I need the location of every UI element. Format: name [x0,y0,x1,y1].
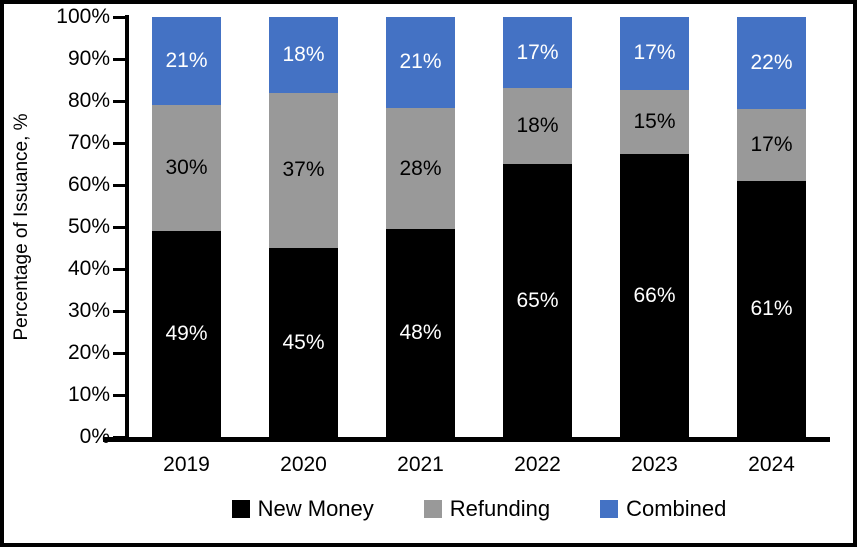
legend-swatch-icon [231,500,250,518]
bar-value-label: 15% [633,109,676,133]
y-tick-label: 30% [67,299,110,322]
y-tick-label: 70% [67,131,110,154]
y-tick-label: 20% [67,341,110,364]
bar-segment-2021-combined: 21% [386,17,455,108]
x-category-label: 2024 [748,453,795,476]
x-category-label: 2023 [631,453,678,476]
bar-segment-2023-combined: 17% [620,17,689,90]
y-axis-tick [113,183,125,187]
bar-segment-2021-new-money: 48% [386,229,455,437]
legend-item-combined: Combined [600,496,726,522]
bar-segment-2021-refunding: 28% [386,107,455,230]
y-axis-tick [113,99,125,103]
bar-value-label: 17% [750,133,793,157]
bar-value-label: 21% [399,50,442,74]
bar-segment-2020-new-money: 45% [269,248,338,437]
legend-label: Refunding [449,496,551,521]
bar-segment-2023-refunding: 15% [620,89,689,155]
bar-value-label: 65% [516,288,559,312]
y-axis-tick [113,225,125,229]
x-category-label: 2020 [280,453,327,476]
y-axis-title: Percentage of Issuance, % [11,113,32,341]
bar-value-label: 66% [633,283,676,307]
y-axis-tick [113,351,125,355]
bar-segment-2020-refunding: 37% [269,92,338,248]
bar-value-label: 37% [282,158,325,182]
y-axis-tick [113,393,125,397]
y-tick-label: 0% [79,425,110,448]
bar-value-label: 22% [750,51,793,75]
bar-segment-2024-refunding: 17% [737,109,806,181]
bar-segment-2023-new-money: 66% [620,154,689,437]
bar-value-label: 17% [633,41,676,65]
legend-label: Combined [626,496,727,521]
bar-value-label: 18% [516,114,559,138]
y-axis-tick [113,15,125,19]
bar-value-label: 30% [165,156,208,180]
bar-segment-2022-new-money: 65% [503,164,572,437]
legend-item-refunding: Refunding [423,496,551,522]
y-axis-tick [113,435,125,439]
bar-segment-2022-combined: 17% [503,17,572,89]
legend-swatch-icon [600,500,619,518]
bar-value-label: 18% [282,42,325,66]
bar-value-label: 21% [165,49,208,73]
y-tick-label: 100% [56,5,110,28]
bar-segment-2024-combined: 22% [737,17,806,110]
y-tick-label: 50% [67,215,110,238]
bar-value-label: 48% [399,321,442,345]
x-axis-line [103,437,830,442]
bar-value-label: 17% [516,40,559,64]
legend: New Money Refunding Combined [128,496,830,522]
bar-segment-2024-new-money: 61% [737,180,806,437]
legend-label: New Money [257,496,374,521]
y-tick-label: 40% [67,257,110,280]
bar-value-label: 45% [282,330,325,354]
legend-item-new-money: New Money [231,496,374,522]
y-tick-label: 10% [67,383,110,406]
y-axis-tick [113,141,125,145]
bar-segment-2019-new-money: 49% [152,231,221,437]
bar-segment-2022-refunding: 18% [503,88,572,164]
bar-segment-2019-refunding: 30% [152,105,221,232]
bar-segment-2019-combined: 21% [152,17,221,106]
y-axis-tick [113,57,125,61]
y-tick-label: 60% [67,173,110,196]
y-axis-line [125,15,129,442]
bar-segment-2020-combined: 18% [269,17,338,93]
x-category-label: 2021 [397,453,444,476]
y-axis-tick [113,267,125,271]
bar-value-label: 49% [165,322,208,346]
legend-swatch-icon [423,500,442,518]
x-category-label: 2019 [163,453,210,476]
bar-value-label: 28% [399,156,442,180]
bar-value-label: 61% [750,296,793,320]
y-tick-label: 80% [67,89,110,112]
x-category-label: 2022 [514,453,561,476]
y-tick-label: 90% [67,47,110,70]
y-axis-tick [113,309,125,313]
